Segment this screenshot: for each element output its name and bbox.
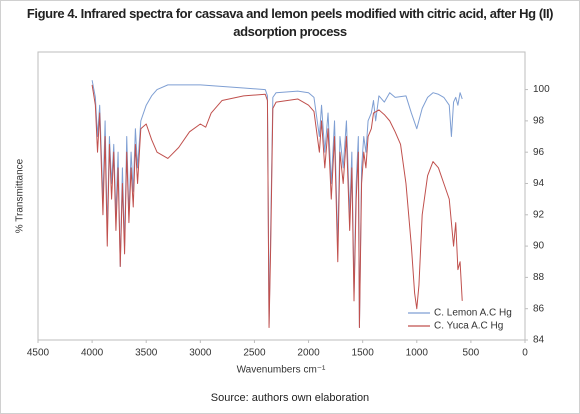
y-tick-label: 100 (533, 84, 550, 95)
x-tick-label: 3500 (135, 348, 158, 359)
chart-title: Figure 4. Infrared spectra for cassava a… (26, 6, 554, 39)
series-line (91, 80, 463, 328)
x-tick-label: 1500 (352, 348, 375, 359)
y-tick-label: 84 (533, 335, 545, 346)
y-tick-label: 92 (533, 209, 545, 220)
x-tick-label: 4000 (81, 348, 104, 359)
plot-frame (37, 51, 526, 341)
series-line (91, 84, 463, 328)
y-tick-label: 94 (533, 178, 545, 189)
y-tick-label: 98 (533, 116, 545, 127)
y-axis-label: % Transmittance (15, 158, 26, 233)
x-tick-label: 500 (463, 348, 480, 359)
x-tick-label: 3000 (189, 348, 212, 359)
x-axis-label: Wavenumbers cm⁻¹ (237, 365, 326, 376)
y-tick-label: 90 (533, 241, 545, 252)
y-tick-label: 96 (533, 147, 545, 158)
x-tick-label: 0 (522, 348, 528, 359)
x-tick-label: 2500 (243, 348, 266, 359)
legend-label: C. Yuca A.C Hg (434, 321, 503, 332)
x-tick-label: 2000 (297, 348, 320, 359)
source-note: Source: authors own elaboration (210, 392, 370, 404)
x-tick-label: 1000 (406, 348, 429, 359)
x-tick-label: 4500 (27, 348, 50, 359)
y-tick-label: 88 (533, 272, 545, 283)
y-tick-label: 86 (533, 303, 545, 314)
legend-label: C. Lemon A.C Hg (434, 308, 512, 319)
